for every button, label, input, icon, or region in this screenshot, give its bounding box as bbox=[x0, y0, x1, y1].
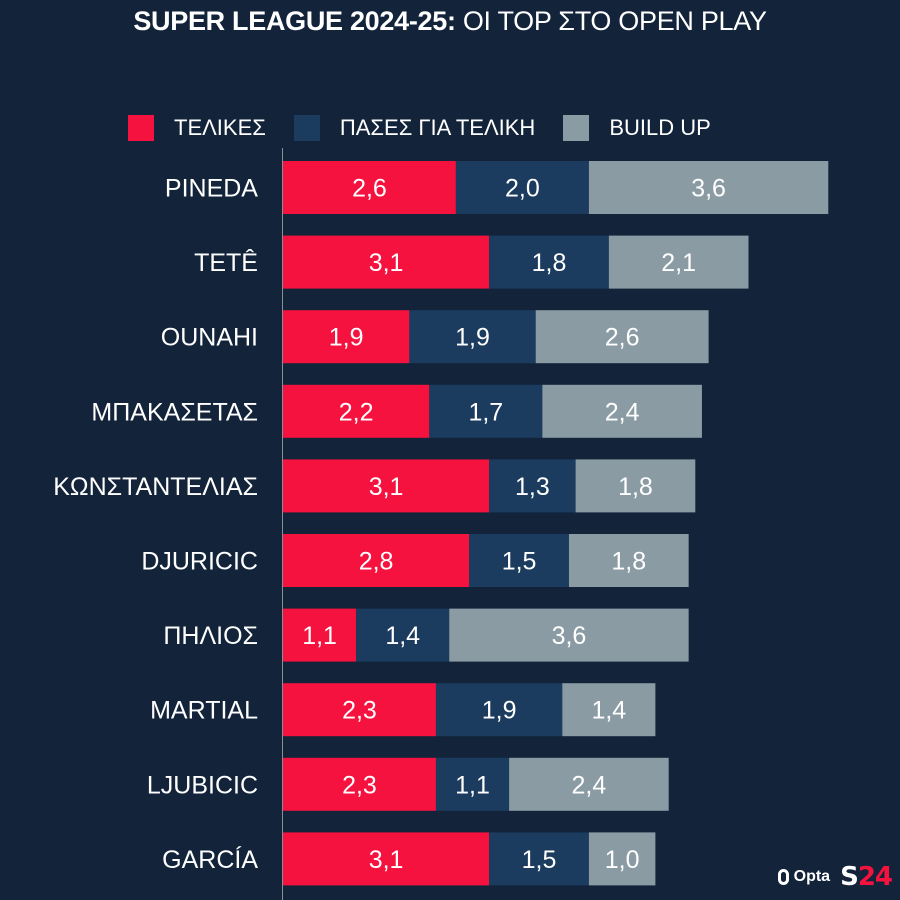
bar-segment-pases-ounahi bbox=[409, 310, 536, 364]
opta-text: Opta bbox=[793, 868, 831, 885]
bar-segment-buildup-ljubicic bbox=[509, 757, 669, 811]
category-label-garcia: GARCÍA bbox=[162, 845, 258, 874]
bar-segment-buildup-ounahi bbox=[535, 310, 709, 364]
bar-segment-telikes-garcia bbox=[283, 832, 490, 886]
category-label-tete: TETÊ bbox=[194, 248, 258, 277]
title-bold: SUPER LEAGUE 2024-25: bbox=[133, 6, 456, 36]
bar-segment-buildup-κωνσταντελιας bbox=[575, 459, 696, 513]
data-label-pases-ounahi: 1,9 bbox=[455, 324, 490, 352]
bar-segment-buildup-πηλιος bbox=[449, 608, 689, 662]
data-label-buildup-μπακασετας: 2,4 bbox=[605, 398, 640, 426]
data-label-buildup-ounahi: 2,6 bbox=[605, 324, 640, 352]
data-label-pases-πηλιος: 1,4 bbox=[385, 622, 420, 650]
bar-segment-telikes-πηλιος bbox=[283, 608, 357, 662]
bar-segment-pases-martial bbox=[435, 683, 563, 737]
data-label-pases-garcia: 1,5 bbox=[522, 846, 557, 874]
category-label-κωνσταντελιας: ΚΩΝΣΤΑΝΤΕΛΙΑΣ bbox=[53, 473, 258, 501]
s24-24: 24 bbox=[857, 862, 893, 892]
bar-segment-telikes-djuricic bbox=[283, 534, 470, 587]
data-label-telikes-ounahi: 1,9 bbox=[329, 324, 364, 352]
bar-segment-pases-djuricic bbox=[469, 534, 569, 587]
bar-segment-telikes-μπακασετας bbox=[283, 384, 430, 438]
category-label-djuricic: DJURICIC bbox=[141, 548, 258, 576]
bar-segment-telikes-tete bbox=[283, 235, 490, 289]
bar-segment-pases-πηλιος bbox=[356, 608, 450, 662]
data-label-buildup-pineda: 3,6 bbox=[691, 175, 726, 203]
data-label-telikes-martial: 2,3 bbox=[342, 697, 377, 725]
category-label-ljubicic: LJUBICIC bbox=[147, 771, 258, 799]
bar-segment-buildup-martial bbox=[562, 683, 656, 737]
legend-label-telikes: ΤΕΛΙΚΕΣ bbox=[174, 115, 266, 140]
data-label-telikes-garcia: 3,1 bbox=[369, 846, 404, 874]
data-label-telikes-ljubicic: 2,3 bbox=[342, 771, 377, 799]
bar-segment-telikes-pineda bbox=[283, 161, 456, 214]
logos: Opta S24 bbox=[777, 862, 893, 892]
data-label-buildup-tete: 2,1 bbox=[661, 249, 696, 277]
data-label-pases-djuricic: 1,5 bbox=[502, 548, 537, 576]
bar-segment-telikes-ljubicic bbox=[283, 757, 436, 811]
data-label-buildup-πηλιος: 3,6 bbox=[552, 622, 587, 650]
data-label-telikes-κωνσταντελιας: 3,1 bbox=[369, 473, 404, 501]
data-label-pases-κωνσταντελιας: 1,3 bbox=[515, 473, 550, 501]
bar-segment-telikes-martial bbox=[283, 683, 436, 737]
bar-segment-pases-tete bbox=[489, 235, 609, 289]
bar-segment-pases-pineda bbox=[455, 161, 589, 214]
bar-segment-buildup-pineda bbox=[588, 161, 829, 214]
legend-label-pases: ΠΑΣΕΣ ΓΙΑ ΤΕΛΙΚΗ bbox=[339, 115, 536, 140]
category-label-μπακασετας: ΜΠΑΚΑΣΕΤΑΣ bbox=[91, 398, 258, 426]
bar-segment-pases-ljubicic bbox=[435, 757, 510, 811]
legend-swatch-telikes bbox=[128, 115, 154, 141]
legend-label-buildup: BUILD UP bbox=[609, 115, 711, 140]
bar-segment-telikes-κωνσταντελιας bbox=[283, 459, 490, 513]
data-label-pases-μπακασετας: 1,7 bbox=[468, 398, 503, 426]
bar-segment-pases-garcia bbox=[489, 832, 589, 886]
data-label-buildup-κωνσταντελιας: 1,8 bbox=[618, 473, 653, 501]
data-label-buildup-ljubicic: 2,4 bbox=[572, 771, 607, 799]
legend-swatch-buildup bbox=[563, 115, 590, 141]
category-label-martial: MARTIAL bbox=[150, 697, 258, 725]
data-label-telikes-pineda: 2,6 bbox=[352, 175, 387, 203]
bar-segment-pases-μπακασετας bbox=[429, 384, 543, 438]
data-label-pases-pineda: 2,0 bbox=[505, 175, 540, 203]
s24-logo: S24 bbox=[840, 862, 893, 892]
category-label-pineda: PINEDA bbox=[165, 175, 258, 203]
data-label-telikes-djuricic: 2,8 bbox=[359, 548, 394, 576]
data-label-buildup-garcia: 1,0 bbox=[605, 846, 640, 874]
bar-segment-buildup-djuricic bbox=[568, 534, 689, 587]
data-label-telikes-μπακασετας: 2,2 bbox=[339, 398, 374, 426]
opta-logo: Opta bbox=[777, 868, 831, 886]
data-label-pases-martial: 1,9 bbox=[482, 697, 517, 725]
data-label-telikes-tete: 3,1 bbox=[369, 249, 404, 277]
bar-segment-buildup-μπακασετας bbox=[542, 384, 702, 438]
data-label-pases-ljubicic: 1,1 bbox=[455, 771, 490, 799]
legend-item-buildup: BUILD UP bbox=[563, 115, 711, 141]
legend: ΤΕΛΙΚΕΣ ΠΑΣΕΣ ΓΙΑ ΤΕΛΙΚΗ BUILD UP bbox=[128, 115, 739, 141]
legend-item-pases: ΠΑΣΕΣ ΓΙΑ ΤΕΛΙΚΗ bbox=[293, 115, 536, 141]
s24-s: S bbox=[840, 862, 859, 892]
bar-segment-pases-κωνσταντελιας bbox=[489, 459, 576, 513]
category-label-πηλιος: ΠΗΛΙΟΣ bbox=[163, 622, 258, 650]
legend-item-telikes: ΤΕΛΙΚΕΣ bbox=[128, 115, 266, 141]
data-label-telikes-πηλιος: 1,1 bbox=[302, 622, 337, 650]
data-label-buildup-djuricic: 1,8 bbox=[611, 548, 646, 576]
data-label-buildup-martial: 1,4 bbox=[591, 697, 626, 725]
bar-segment-buildup-tete bbox=[608, 235, 749, 289]
chart-title: SUPER LEAGUE 2024-25: ΟΙ ΤΟΡ ΣΤΟ OPEN PL… bbox=[0, 6, 900, 37]
category-label-ounahi: OUNAHI bbox=[161, 324, 258, 352]
data-label-pases-tete: 1,8 bbox=[532, 249, 567, 277]
bar-segment-telikes-ounahi bbox=[283, 310, 410, 364]
legend-swatch-pases bbox=[293, 115, 320, 141]
title-light: ΟΙ ΤΟΡ ΣΤΟ OPEN PLAY bbox=[462, 6, 767, 36]
opta-mark-icon bbox=[777, 869, 789, 885]
bar-segment-buildup-garcia bbox=[588, 832, 656, 886]
